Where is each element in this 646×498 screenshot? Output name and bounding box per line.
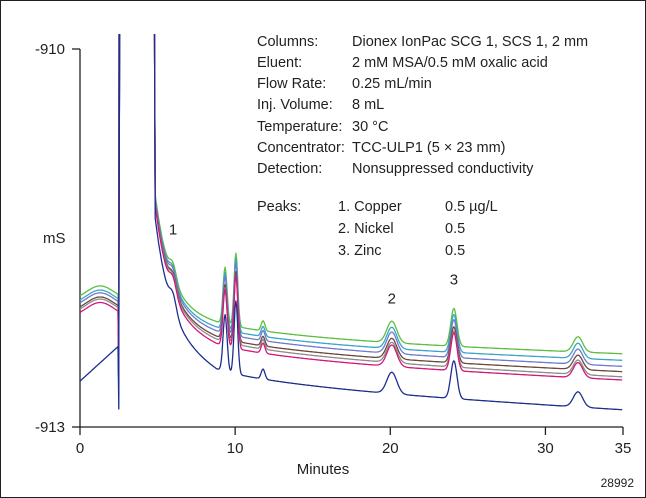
y-tick-label: -910 [35, 41, 65, 58]
trace-line-1 [80, 34, 623, 396]
concentrator-value: TCC-ULP1 (5 × 23 mm) [352, 140, 506, 156]
flow-rate-value: 0.25 mL/min [352, 76, 432, 92]
temperature-value: 30 °C [352, 119, 388, 135]
columns-value: Dionex IonPac SCG 1, SCS 1, 2 mm [352, 34, 588, 50]
temperature-label: Temperature: [257, 119, 342, 135]
peak-1-amount: 0.5 µg/L [445, 199, 498, 215]
peak-labels: 1 2 3 [169, 221, 458, 307]
flow-rate-label: Flow Rate: [257, 76, 326, 92]
peak-3-name: 3. Zinc [338, 243, 382, 259]
method-info: Columns: Dionex IonPac SCG 1, SCS 1, 2 m… [257, 34, 588, 259]
peak-3-amount: 0.5 [445, 243, 465, 259]
peak-1-name: 1. Copper [338, 199, 402, 215]
eluent-value: 2 mM MSA/0.5 mM oxalic acid [352, 55, 548, 71]
trace-line-5 [80, 34, 623, 396]
figure-id: 28992 [601, 476, 635, 490]
y-tick-label: -913 [35, 419, 65, 436]
trace-line-4 [80, 34, 623, 396]
eluent-label: Eluent: [257, 55, 302, 71]
peak-number-label: 3 [450, 272, 458, 289]
peak-number-label: 2 [388, 291, 396, 308]
peak-2-amount: 0.5 [445, 221, 465, 237]
detection-label: Detection: [257, 161, 322, 177]
x-tick-label: 10 [227, 440, 244, 457]
trace-line-3 [80, 34, 623, 396]
x-tick-label: 30 [537, 440, 554, 457]
y-axis-label: mS [43, 230, 66, 247]
x-axis-label: Minutes [297, 461, 350, 478]
peak-2-name: 2. Nickel [338, 221, 394, 237]
peaks-heading: Peaks: [257, 199, 301, 215]
trace-line-6 [80, 34, 623, 396]
trace-line-2 [80, 34, 623, 396]
x-axis-ticks: 0 10 20 30 35 [76, 427, 632, 457]
peak-number-label: 1 [169, 221, 177, 238]
detection-value: Nonsuppressed conductivity [352, 161, 534, 177]
trace-group [80, 34, 623, 411]
trace-line-7 [80, 34, 623, 411]
concentrator-label: Concentrator: [257, 140, 345, 156]
y-axis-ticks: -910 -913 [35, 41, 80, 436]
x-tick-label: 35 [615, 440, 632, 457]
x-tick-label: 0 [76, 440, 84, 457]
inj-volume-value: 8 mL [352, 97, 384, 113]
x-tick-label: 20 [382, 440, 399, 457]
columns-label: Columns: [257, 34, 318, 50]
inj-volume-label: Inj. Volume: [257, 97, 333, 113]
